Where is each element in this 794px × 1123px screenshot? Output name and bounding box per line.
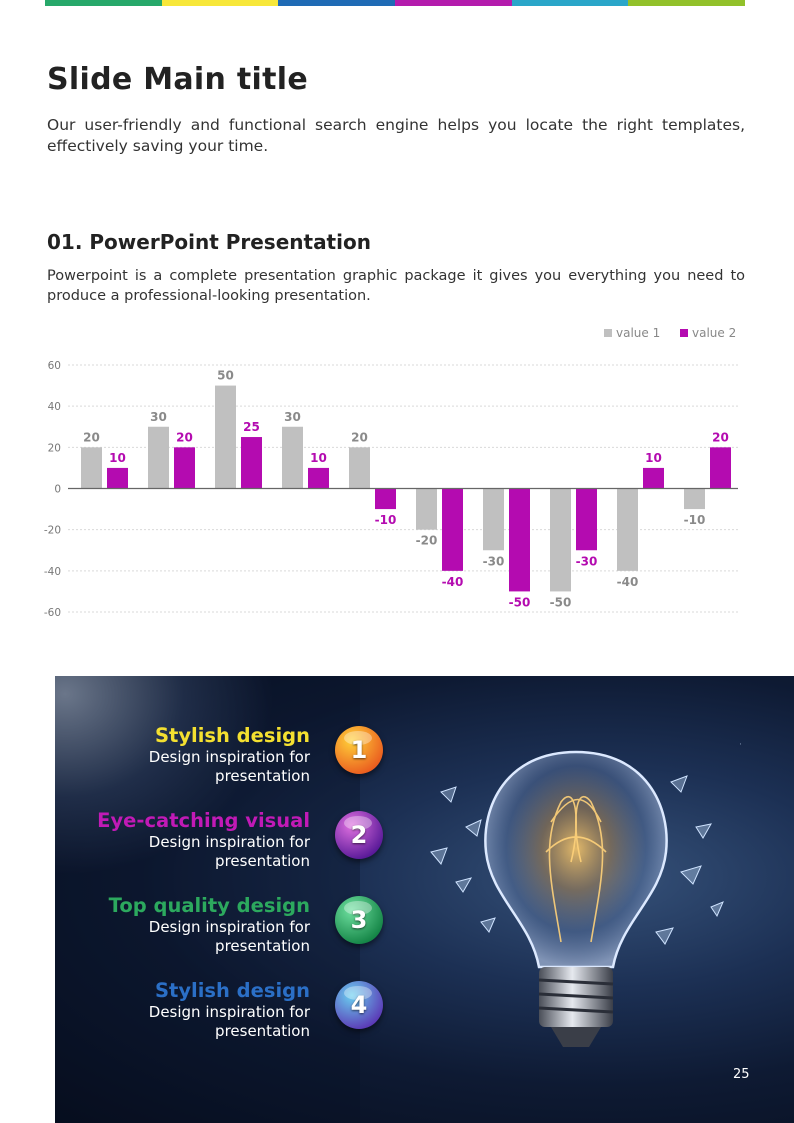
bar [617, 488, 638, 571]
stripe-segment [511, 0, 629, 6]
stripe-segment [45, 0, 162, 6]
bar [174, 447, 195, 489]
data-label: -20 [416, 534, 438, 548]
bar [375, 488, 396, 510]
legend-label: value 2 [692, 326, 736, 340]
data-label: -10 [684, 513, 706, 527]
feature-title: Stylish design [154, 979, 310, 1002]
data-label: 30 [284, 410, 301, 424]
y-tick-label: -40 [44, 566, 61, 578]
legend-swatch [680, 329, 688, 337]
badge-number: 4 [350, 991, 368, 1019]
number-badge: 2 [335, 811, 383, 859]
data-label: 10 [310, 451, 327, 465]
number-badge: 1 [335, 726, 383, 774]
feature-item: Stylish design Design inspiration for pre… [70, 724, 310, 786]
feature-item: Eye-catching visual Design inspiration fo… [70, 809, 310, 871]
page-title: Slide Main title [47, 62, 309, 97]
badge-number: 1 [350, 736, 368, 764]
page-number: 25 [733, 1067, 750, 1082]
intro-paragraph: Our user-friendly and functional search … [47, 116, 745, 155]
stripe-segment [395, 0, 512, 6]
feature-description: Design inspiration for presentation [148, 918, 310, 955]
badge-number: 3 [350, 906, 368, 934]
data-label: 20 [351, 430, 368, 444]
feature-title: Top quality design [108, 894, 310, 917]
bar [509, 488, 530, 592]
bar [81, 447, 102, 489]
data-label: 20 [176, 430, 193, 444]
bar [710, 447, 731, 489]
data-label: 30 [150, 410, 167, 424]
light-bulb-icon [430, 743, 741, 1047]
stripe-segment [278, 0, 396, 6]
y-tick-label: -20 [44, 525, 61, 537]
stripe-segment [628, 0, 746, 6]
data-label: -30 [483, 554, 505, 568]
legend-swatch [604, 329, 612, 337]
bar [483, 488, 504, 551]
color-stripe-bar [45, 0, 746, 6]
bar [107, 467, 128, 489]
bar [576, 488, 597, 551]
bar [241, 437, 262, 489]
feature-description: Design inspiration for presentation [148, 1003, 310, 1040]
y-tick-label: 60 [48, 360, 61, 372]
data-label: -50 [550, 595, 572, 609]
bar [148, 426, 169, 489]
bar [416, 488, 437, 530]
y-tick-label: 40 [48, 401, 61, 413]
data-label: -50 [509, 595, 531, 609]
y-tick-label: 0 [54, 484, 61, 496]
bar [684, 488, 705, 510]
feature-item: Stylish design Design inspiration for pre… [70, 979, 310, 1041]
stripe-segment [161, 0, 279, 6]
data-label: -30 [576, 554, 598, 568]
section-title: 01. PowerPoint Presentation [47, 230, 371, 254]
data-label: 25 [243, 420, 260, 434]
light-glow [55, 676, 275, 876]
data-label: -10 [375, 513, 397, 527]
data-label: 20 [712, 430, 729, 444]
feature-description: Design inspiration for presentation [148, 748, 310, 785]
bar [282, 426, 303, 489]
feature-panel [55, 676, 360, 1123]
data-label: 10 [645, 451, 662, 465]
y-tick-label: -60 [44, 607, 61, 619]
number-badge: 4 [335, 981, 383, 1029]
bar [308, 467, 329, 489]
legend-label: value 1 [616, 326, 660, 340]
bar [550, 488, 571, 592]
bar [349, 447, 370, 489]
hero-photo [55, 676, 794, 1123]
number-badge: 3 [335, 896, 383, 944]
feature-item: Top quality design Design inspiration for… [70, 894, 310, 956]
data-label: 20 [83, 430, 100, 444]
bar [215, 385, 236, 489]
feature-title: Eye-catching visual [97, 809, 310, 832]
bar [643, 467, 664, 489]
badge-number: 2 [350, 821, 368, 849]
section-text: Powerpoint is a complete presentation gr… [47, 268, 745, 304]
data-label: -40 [442, 575, 464, 589]
feature-title: Stylish design [154, 724, 310, 747]
data-label: -40 [617, 575, 639, 589]
feature-description: Design inspiration for presentation [148, 833, 310, 870]
bar [442, 488, 463, 571]
data-label: 50 [217, 369, 234, 383]
bar-chart: 60 40 20 0 -20 -40 -60 20 30 50 30 20 -20 -30 -50 -40 -1… [44, 326, 738, 619]
data-label: 10 [109, 451, 126, 465]
y-tick-label: 20 [48, 442, 61, 454]
